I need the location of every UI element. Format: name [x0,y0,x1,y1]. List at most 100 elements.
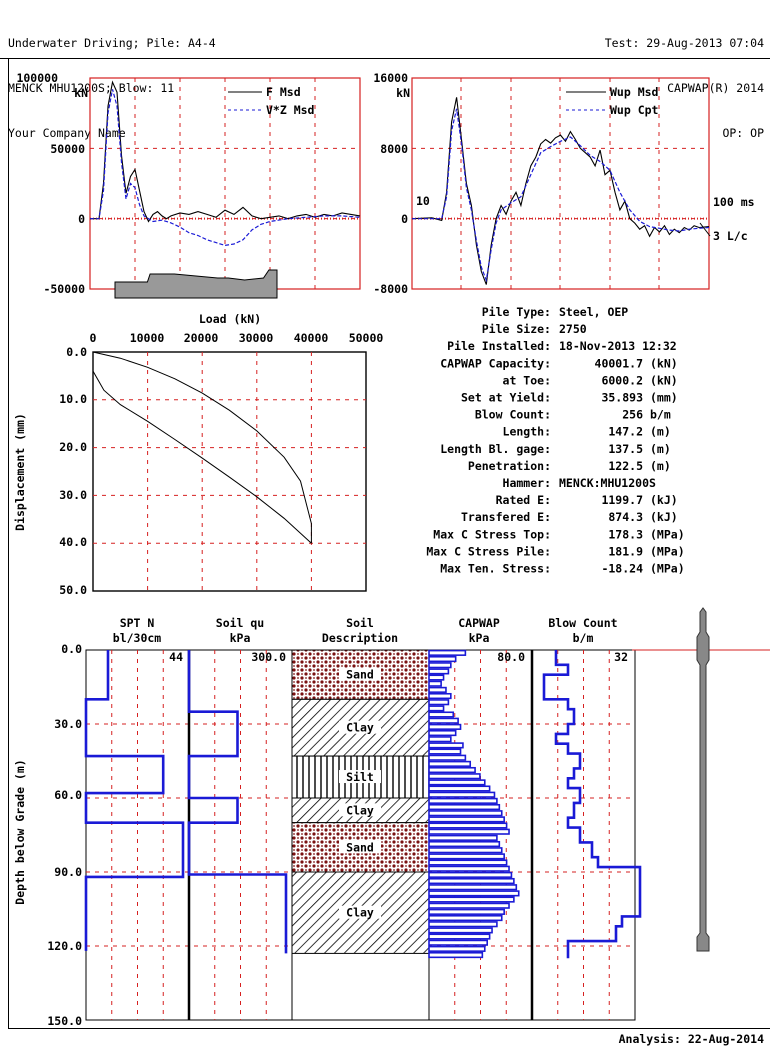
load-curve-upper [92,351,312,544]
result-label: Pile Type: [482,305,551,319]
capwap-bar [428,921,498,928]
wup-start-tick: 10 [416,194,430,208]
blow-count-column [542,650,642,959]
load-xtick-0: 0 [90,331,97,345]
capwap-bar [428,662,452,669]
load-chart-grid [93,352,366,591]
soil-layer-label: Clay [346,721,374,735]
capwap-bar [428,840,501,848]
soil-layer-label: Silt [346,770,374,784]
force-legend: F Msd V*Z Msd [228,85,315,117]
blowcount-max-label: 32 [614,650,628,664]
soil-label-bg [339,667,381,681]
series-wup-cpt-line [412,108,710,283]
result-unit: (kN) [650,373,678,387]
result-unit: (MPa) [650,527,685,541]
capwap-bar [428,748,462,755]
result-row: Blow Count: 256 b/m [475,408,671,422]
series-wup-msd-line [411,97,710,285]
force-ytick-0: 100000 [16,71,58,85]
capwap-bar [428,853,505,860]
soil-layer-label: Sand [346,840,374,854]
result-value: 256 [622,408,643,422]
capwap-bar [428,877,515,885]
capwap-bar [428,766,476,774]
capwap-bar [428,779,486,786]
force-yunit: kN [74,86,88,100]
capwap-bar [428,655,457,663]
header-line-test-date: Test: 29-Aug-2013 07:04 [604,36,764,50]
result-unit: (m) [650,442,671,456]
result-unit: (MPa) [650,544,685,558]
capwap-bar [428,773,481,780]
force-ytick-3: -50000 [43,282,85,296]
result-value: MENCK:MHU1200S [559,476,656,490]
load-chart-frame [92,351,367,592]
capwap-bar [428,674,445,681]
soil-layer-label: Clay [346,906,374,920]
load-chart-title: Load (kN) [199,312,261,326]
capwap-bar [428,680,442,687]
wup-yunit: kN [396,86,410,100]
soil-label-bg [339,720,381,734]
capwap-bar [428,723,462,730]
result-value: 1199.7 [601,493,643,507]
result-label: Max C Stress Pile: [426,544,551,558]
load-xtick-5: 50000 [349,331,384,345]
result-row: Length Bl. gage: 137.5 (m) [440,442,671,456]
result-value: 2750 [559,322,587,336]
result-row: Length: 147.2 (m) [503,425,671,439]
wup-lc-tick [699,222,711,237]
capwap-bar [428,729,457,737]
result-value: -18.24 [601,562,643,576]
capwap-units: kPa [469,631,490,645]
load-ytick-4: 40.0 [59,535,87,549]
result-value: 35.893 [601,391,643,405]
depth-tick-1: 30.0 [54,717,82,731]
load-ytick-0: 0.0 [66,345,87,359]
capwap-bar [428,736,452,743]
result-row: Penetration: 122.5 (m) [468,459,671,473]
result-label: Transfered E: [461,510,551,524]
result-unit: (m) [650,425,671,439]
result-value: 178.3 [608,527,643,541]
wup-ytick-3: -8000 [373,282,408,296]
spt-max-label: 44 [169,650,183,664]
header-line-project: Underwater Driving; Pile: A4-4 [8,36,216,50]
capwap-bar [428,908,505,915]
result-value: 874.3 [608,510,643,524]
capwap-bar [428,884,518,891]
result-label: Max C Stress Top: [433,527,551,541]
depth-tick-3: 90.0 [54,865,82,879]
result-label: Pile Size: [482,322,551,336]
capwap-bar [428,945,486,952]
capwap-bar [428,890,520,897]
series-f-msd-line [90,80,361,223]
force-ytick-1: 50000 [50,142,85,156]
load-ytick-2: 20.0 [59,440,87,454]
result-label: at Toe: [503,373,551,387]
result-value: 122.5 [608,459,643,473]
force-chart-grid [90,78,360,289]
result-value: 40001.7 [595,356,644,370]
qu-units: kPa [230,631,251,645]
soil-label-bg [339,905,381,919]
result-row: Set at Yield: 35.893 (mm) [461,391,678,405]
capwap-bar [428,933,491,940]
result-label: Rated E: [496,493,551,507]
depth-tick-5: 150.0 [47,1014,82,1028]
blow-count-line [542,650,642,959]
result-label: CAPWAP Capacity: [440,356,551,370]
wup-time-label: 100 ms [713,195,755,209]
capwap-bar [428,847,503,854]
load-ylabel: Displacement (mm) [13,413,27,531]
depth-profile-panel: Depth below Grade (m) 0.0 30.0 60.0 90.0… [13,607,770,1028]
wup-legend-cpt: Wup Cpt [610,103,659,117]
capwap-bar [428,785,491,792]
result-label: Hammer: [503,476,551,490]
capwap-bar [428,686,447,693]
result-label: Set at Yield: [461,391,551,405]
capwap-bar [428,649,467,656]
result-unit: (m) [650,459,671,473]
